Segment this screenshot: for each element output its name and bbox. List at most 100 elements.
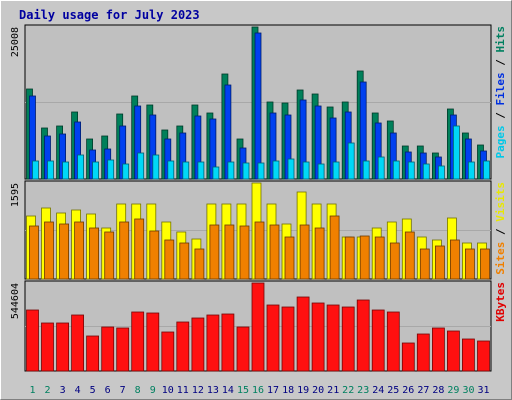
bar-pages-day-24 (377, 156, 385, 180)
x-tick-label-10: 10 (162, 385, 174, 396)
bar-kbytes-day-19 (296, 296, 310, 372)
chart-title: Daily usage for July 2023 (19, 8, 200, 22)
bar-pages-day-18 (287, 158, 295, 180)
series-label-sites: Sites (494, 242, 507, 275)
bar-sites-day-18 (284, 236, 295, 280)
bar-kbytes-day-9 (146, 312, 160, 372)
bar-pages-day-28 (437, 165, 445, 180)
bar-sites-day-12 (194, 248, 205, 280)
bar-sites-day-6 (104, 231, 115, 280)
bar-pages-day-12 (197, 161, 205, 180)
x-tick-label-2: 2 (44, 385, 50, 396)
bar-kbytes-day-20 (311, 302, 325, 372)
bar-sites-day-25 (389, 242, 400, 280)
bar-kbytes-day-16 (251, 282, 265, 372)
x-tick-label-22: 22 (342, 385, 354, 396)
x-tick-label-11: 11 (177, 385, 189, 396)
bar-pages-day-17 (272, 160, 280, 180)
bar-pages-day-20 (317, 163, 325, 180)
bar-kbytes-day-31 (477, 340, 490, 372)
series-label-kbytes: KBytes (494, 282, 507, 322)
label-separator: / (494, 106, 507, 126)
bar-kbytes-day-28 (431, 327, 445, 372)
x-tick-label-1: 1 (29, 385, 35, 396)
x-tick-label-23: 23 (357, 385, 369, 396)
bar-pages-day-2 (47, 160, 54, 180)
bar-pages-day-26 (407, 161, 415, 180)
bar-kbytes-day-15 (236, 326, 250, 372)
bar-pages-day-7 (122, 163, 130, 180)
panel-visits-series-labels: Sites / Visits (494, 182, 507, 275)
bar-files-day-16 (254, 32, 262, 180)
bar-kbytes-day-7 (116, 327, 130, 372)
x-tick-label-6: 6 (105, 385, 111, 396)
x-tick-label-4: 4 (75, 385, 81, 396)
x-tick-label-3: 3 (60, 385, 66, 396)
label-separator: / (494, 222, 507, 242)
bar-kbytes-day-29 (446, 330, 460, 372)
bar-sites-day-26 (404, 231, 415, 280)
x-tick-label-29: 29 (447, 385, 459, 396)
bar-pages-day-11 (182, 161, 190, 180)
bar-pages-day-9 (152, 154, 160, 180)
bar-sites-day-2 (44, 221, 54, 280)
x-tick-label-17: 17 (267, 385, 279, 396)
bar-sites-day-3 (59, 223, 69, 280)
bar-kbytes-day-11 (176, 321, 190, 372)
bar-kbytes-day-30 (461, 338, 475, 372)
x-tick-label-13: 13 (207, 385, 219, 396)
bar-sites-day-4 (74, 221, 84, 280)
bar-sites-day-8 (134, 218, 145, 280)
bar-pages-day-14 (227, 161, 235, 180)
bar-pages-day-10 (167, 160, 175, 180)
bar-sites-day-1 (29, 225, 39, 280)
bar-kbytes-day-10 (161, 331, 175, 372)
panel-kbytes-max-label: 544604 (10, 283, 21, 319)
x-tick-label-15: 15 (237, 385, 249, 396)
bar-kbytes-day-18 (281, 306, 295, 372)
bar-kbytes-day-1 (26, 309, 39, 372)
bar-sites-day-11 (179, 242, 190, 280)
bar-sites-day-14 (224, 224, 235, 280)
series-pages (32, 125, 490, 180)
bar-pages-day-4 (77, 154, 84, 180)
bar-kbytes-day-24 (371, 309, 385, 372)
panel-hits-series-labels: Pages / Files / Hits (494, 26, 507, 159)
x-tick-label-25: 25 (387, 385, 399, 396)
x-tick-label-27: 27 (417, 385, 429, 396)
bar-pages-day-8 (137, 152, 145, 180)
x-tick-label-5: 5 (90, 385, 96, 396)
bar-kbytes-day-6 (101, 326, 115, 372)
bar-pages-day-13 (212, 166, 220, 180)
bar-pages-day-15 (242, 162, 250, 180)
panel-kbytes: 544604 KBytes (10, 280, 507, 372)
panel-kbytes-series-labels: KBytes (494, 282, 507, 322)
x-tick-label-8: 8 (135, 385, 141, 396)
bar-sites-day-23 (359, 235, 370, 280)
series-label-hits: Hits (494, 26, 507, 53)
bar-pages-day-6 (107, 159, 115, 180)
bar-pages-day-3 (62, 161, 69, 180)
bar-pages-day-1 (32, 160, 39, 180)
bar-kbytes-day-4 (71, 314, 84, 372)
bar-sites-day-13 (209, 224, 220, 280)
bar-kbytes-day-2 (41, 322, 54, 372)
bar-kbytes-day-17 (266, 304, 280, 372)
series-label-visits: Visits (494, 182, 507, 222)
bar-kbytes-day-14 (221, 313, 235, 372)
bar-sites-day-10 (164, 239, 175, 280)
series-label-pages: Pages (494, 125, 507, 158)
bar-pages-day-16 (257, 162, 265, 180)
bar-sites-day-16 (254, 221, 265, 280)
x-tick-label-19: 19 (297, 385, 309, 396)
x-tick-label-24: 24 (372, 385, 384, 396)
x-tick-label-31: 31 (477, 385, 489, 396)
bar-pages-day-22 (347, 142, 355, 180)
x-tick-label-14: 14 (222, 385, 234, 396)
bar-sites-day-31 (480, 248, 490, 280)
bar-kbytes-day-26 (401, 342, 415, 372)
bar-sites-day-21 (329, 215, 340, 280)
x-tick-label-20: 20 (312, 385, 324, 396)
